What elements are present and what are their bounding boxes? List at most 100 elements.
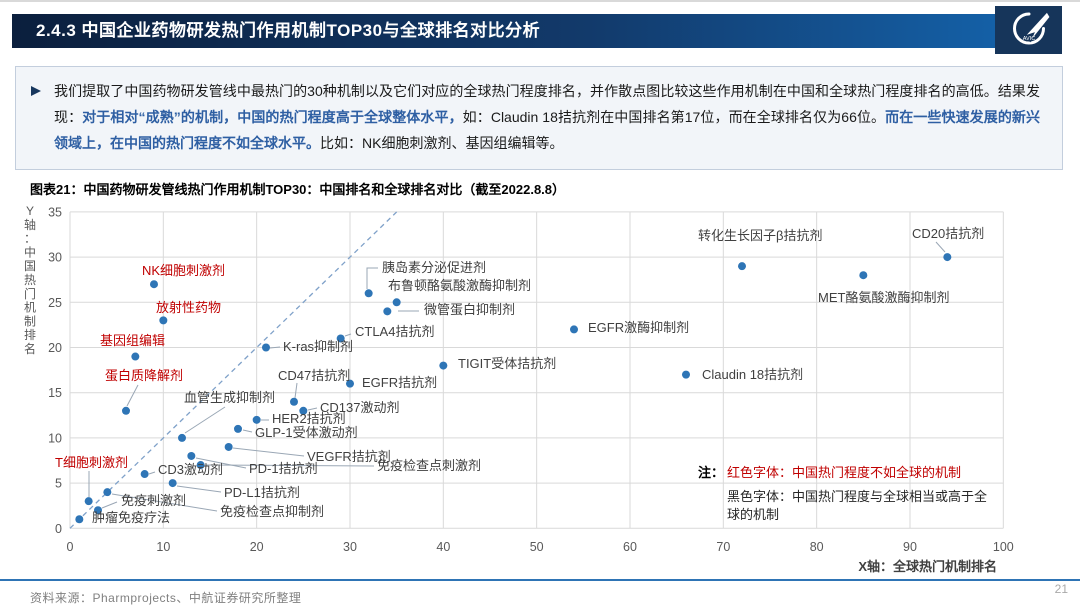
point-label: K-ras抑制剂 [283,339,353,354]
scatter-point [737,262,746,271]
y-axis-title-char: 热 [24,273,36,287]
point-label: NK细胞刺激剂 [142,263,225,278]
point-label: 肿瘤免疫疗法 [92,510,170,525]
scatter-point [364,289,373,298]
scatter-point [681,370,690,379]
point-label: VEGFR拮抗剂 [307,449,391,464]
note-black-text-line1: 黑色字体：中国热门程度与全球相当或高于全 [727,489,987,504]
scatter-point [149,280,158,289]
point-label: HER2拮抗剂 [272,411,346,426]
y-tick-label: 15 [48,386,62,400]
scatter-point [299,406,308,415]
point-label: T细胞刺激剂 [55,455,128,470]
scatter-point [943,253,952,262]
point-label: PD-L1拮抗剂 [224,485,300,500]
label-leader-line [366,267,378,289]
point-label: CD3激动剂 [158,462,223,477]
point-label: EGFR激酶抑制剂 [588,320,689,335]
x-tick-label: 70 [716,540,730,554]
avic-logo-text: AVIC [1022,36,1034,42]
scatter-point [233,424,242,433]
point-label: 胰岛素分泌促进剂 [382,260,486,275]
scatter-point [859,271,868,280]
point-label: 蛋白质降解剂 [105,368,183,383]
x-tick-label: 50 [530,540,544,554]
avic-logo: AVIC [995,6,1062,54]
summary-segment: 比如：NK细胞刺激剂、基因组编辑等。 [320,135,564,151]
label-leader-line [101,501,118,509]
label-leader-line [242,429,253,433]
label-leader-line [307,407,318,411]
y-axis-title-char: 国 [24,259,36,273]
scatter-point [131,352,140,361]
scatter-point [177,433,186,442]
label-leader-line [176,485,222,493]
label-leader-line [344,333,352,337]
footer-divider-line [0,579,1080,581]
header-bar: 2.4.3 中国企业药物研发热门作用机制TOP30与全球排名对比分析 [12,14,1062,48]
point-label: 免疫刺激剂 [121,493,186,508]
x-tick-label: 10 [156,540,170,554]
x-tick-label: 30 [343,540,357,554]
scatter-point [261,343,270,352]
y-tick-label: 30 [48,251,62,265]
scatter-point [168,479,177,488]
y-tick-label: 20 [48,341,62,355]
summary-segment: 我们提取了中国药物研发管线中最热门的30种机制以及它们对应的全球热门程度排名，并… [54,83,1040,125]
summary-text: 我们提取了中国药物研发管线中最热门的30种机制以及它们对应的全球热门程度排名，并… [28,78,1040,156]
summary-segment-highlight: 而在一些快速发展的新兴领域上，在中国的热门程度不如全球水平。 [54,109,1041,151]
point-label: Claudin 18拮抗剂 [702,367,803,382]
scatter-point [336,334,345,343]
y-tick-label: 10 [48,431,62,445]
scatter-point [439,361,448,370]
scatter-point [140,470,149,479]
scatter-point [392,298,401,307]
x-tick-label: 90 [903,540,917,554]
label-leader-line [111,493,218,512]
x-tick-label: 20 [250,540,264,554]
point-label: 微管蛋白抑制剂 [424,302,515,317]
y-tick-label: 25 [48,296,62,310]
label-leader-line [935,241,946,253]
summary-box: 我们提取了中国药物研发管线中最热门的30种机制以及它们对应的全球热门程度排名，并… [15,66,1063,170]
point-label: MET酪氨酸激酶抑制剂 [818,290,949,305]
scatter-point [75,515,84,524]
point-label: CD47拮抗剂 [278,368,350,383]
point-label: TIGIT受体拮抗剂 [458,356,556,371]
x-tick-label: 0 [67,540,74,554]
scatter-point [196,461,205,470]
y-axis-title-char: 门 [24,286,36,301]
y-axis-title-char: 排 [24,328,36,342]
note-prefix: 注： [698,465,724,480]
source-note: 资料来源：Pharmprojects、中航证券研究所整理 [30,591,302,605]
x-tick-label: 60 [623,540,637,554]
diagonal-reference-line [69,211,398,529]
label-leader-line [195,457,247,469]
scatter-point [383,307,392,316]
point-label: 基因组编辑 [100,333,165,348]
point-label: CD137激动剂 [320,400,399,415]
scatter-point [93,506,102,515]
point-label: CTLA4拮抗剂 [355,324,434,339]
page-title: 2.4.3 中国企业药物研发热门作用机制TOP30与全球排名对比分析 [36,21,541,40]
scatter-point [121,406,130,415]
y-axis-title-char: 中 [24,244,36,259]
y-axis-title-char: Y [26,204,34,218]
y-tick-label: 35 [48,205,62,219]
y-tick-label: 0 [55,522,62,536]
x-axis-title: X轴：全球热门机制排名 [858,559,997,574]
note-red-text: 红色字体：中国热门程度不如全球的机制 [727,465,961,480]
arrow-bullet-icon [31,86,41,96]
x-tick-label: 100 [993,540,1014,554]
y-axis-title-char: 制 [24,314,36,328]
x-tick-label: 80 [810,540,824,554]
chart-title: 图表21：中国药物研发管线热门作用机制TOP30：中国排名和全球排名对比（截至2… [30,182,566,197]
label-leader-line [184,406,226,434]
scatter-point [289,397,298,406]
summary-segment: 如：Claudin 18拮抗剂在中国排名第17位，而在全球排名仅为66位。 [462,109,886,125]
scatter-point [569,325,578,334]
paper-plane-icon: AVIC [1012,11,1051,45]
label-leader-line [269,346,281,349]
scatter-point [159,316,168,325]
